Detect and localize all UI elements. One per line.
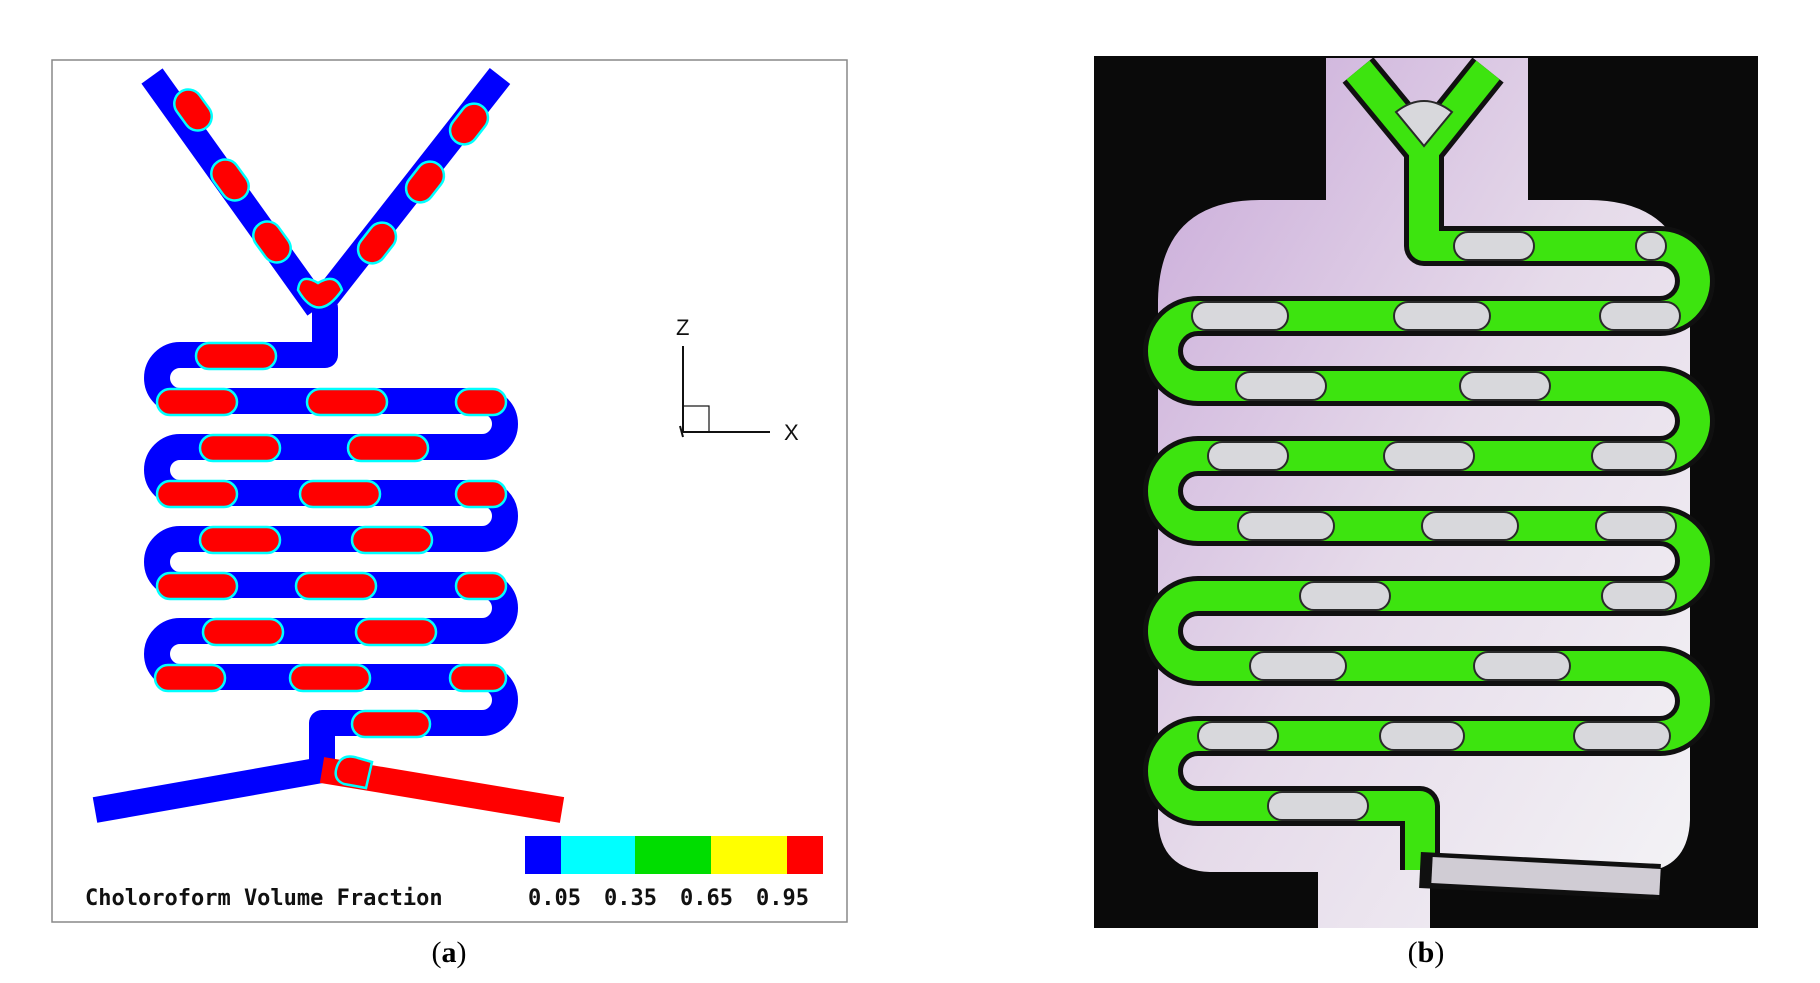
x-axis-label: X [784,420,799,445]
droplet [294,571,378,601]
droplet [1197,721,1279,751]
droplet [173,88,213,132]
droplet [305,387,389,417]
droplet [404,160,446,204]
droplet [1237,511,1335,541]
legend-swatch-yellow [711,836,787,874]
droplet [454,479,508,509]
droplet [454,571,508,601]
outlet-left-channel [92,757,325,823]
droplet [1473,651,1571,681]
droplet [1595,511,1677,541]
photo-droplets [1191,100,1681,821]
droplet [1421,511,1519,541]
droplet [1249,651,1347,681]
droplet [1601,581,1677,611]
legend-tick-label: 0.35 [604,886,657,911]
legend-tick-label: 0.05 [528,886,581,911]
droplet [1299,581,1391,611]
axis-origin-tick [679,425,684,438]
droplet [1459,371,1551,401]
droplet [350,709,432,739]
panel-b: (b) [1094,56,1758,969]
droplet [1383,441,1475,471]
droplet [288,663,372,693]
droplet [454,387,508,417]
droplet-junction [296,277,344,309]
legend-swatch-green [635,836,711,874]
droplet [201,617,285,647]
panel-a-caption: (a) [432,936,467,969]
legend-tick-label: 0.65 [680,886,733,911]
z-axis-label: Z [676,315,689,340]
droplet [1235,371,1327,401]
droplet [210,158,250,202]
legend-swatch-red [787,836,823,874]
droplet [1573,721,1671,751]
droplet [350,525,434,555]
droplet [1379,721,1465,751]
legend-tick-label: 0.95 [756,886,809,911]
panel-a: Z X Choloroform Volume Fraction 0.05 0.3… [51,59,848,969]
droplet [1393,301,1491,331]
droplet [346,433,430,463]
legend-title: Choloroform Volume Fraction [85,886,443,911]
legend-swatch-cyan [561,836,635,874]
droplet [354,617,438,647]
axis-triad [679,346,770,438]
right-angle-marker [682,405,710,433]
droplet [1191,301,1289,331]
chip-body [1158,58,1690,928]
droplet [448,663,508,693]
colorbar-legend: Choloroform Volume Fraction 0.05 0.35 0.… [85,836,823,911]
droplet [194,341,278,371]
droplet [198,525,282,555]
droplet [155,387,239,417]
droplet [198,433,282,463]
droplet [1394,100,1454,148]
droplet [155,479,239,509]
droplet [1599,301,1681,331]
droplet [356,221,398,265]
droplet [1207,441,1289,471]
outlet-lower-fill [1431,857,1661,895]
legend-swatch-blue [525,836,561,874]
droplet [153,663,227,693]
droplet [1453,231,1535,261]
droplet [1635,231,1667,261]
droplet [1591,441,1677,471]
droplet-outlet-front [334,755,374,790]
droplet [1267,791,1369,821]
droplet [448,102,490,146]
droplet [155,571,239,601]
droplet [252,220,292,264]
droplet [298,479,382,509]
panel-b-caption: (b) [1408,936,1445,969]
droplets [153,88,508,790]
